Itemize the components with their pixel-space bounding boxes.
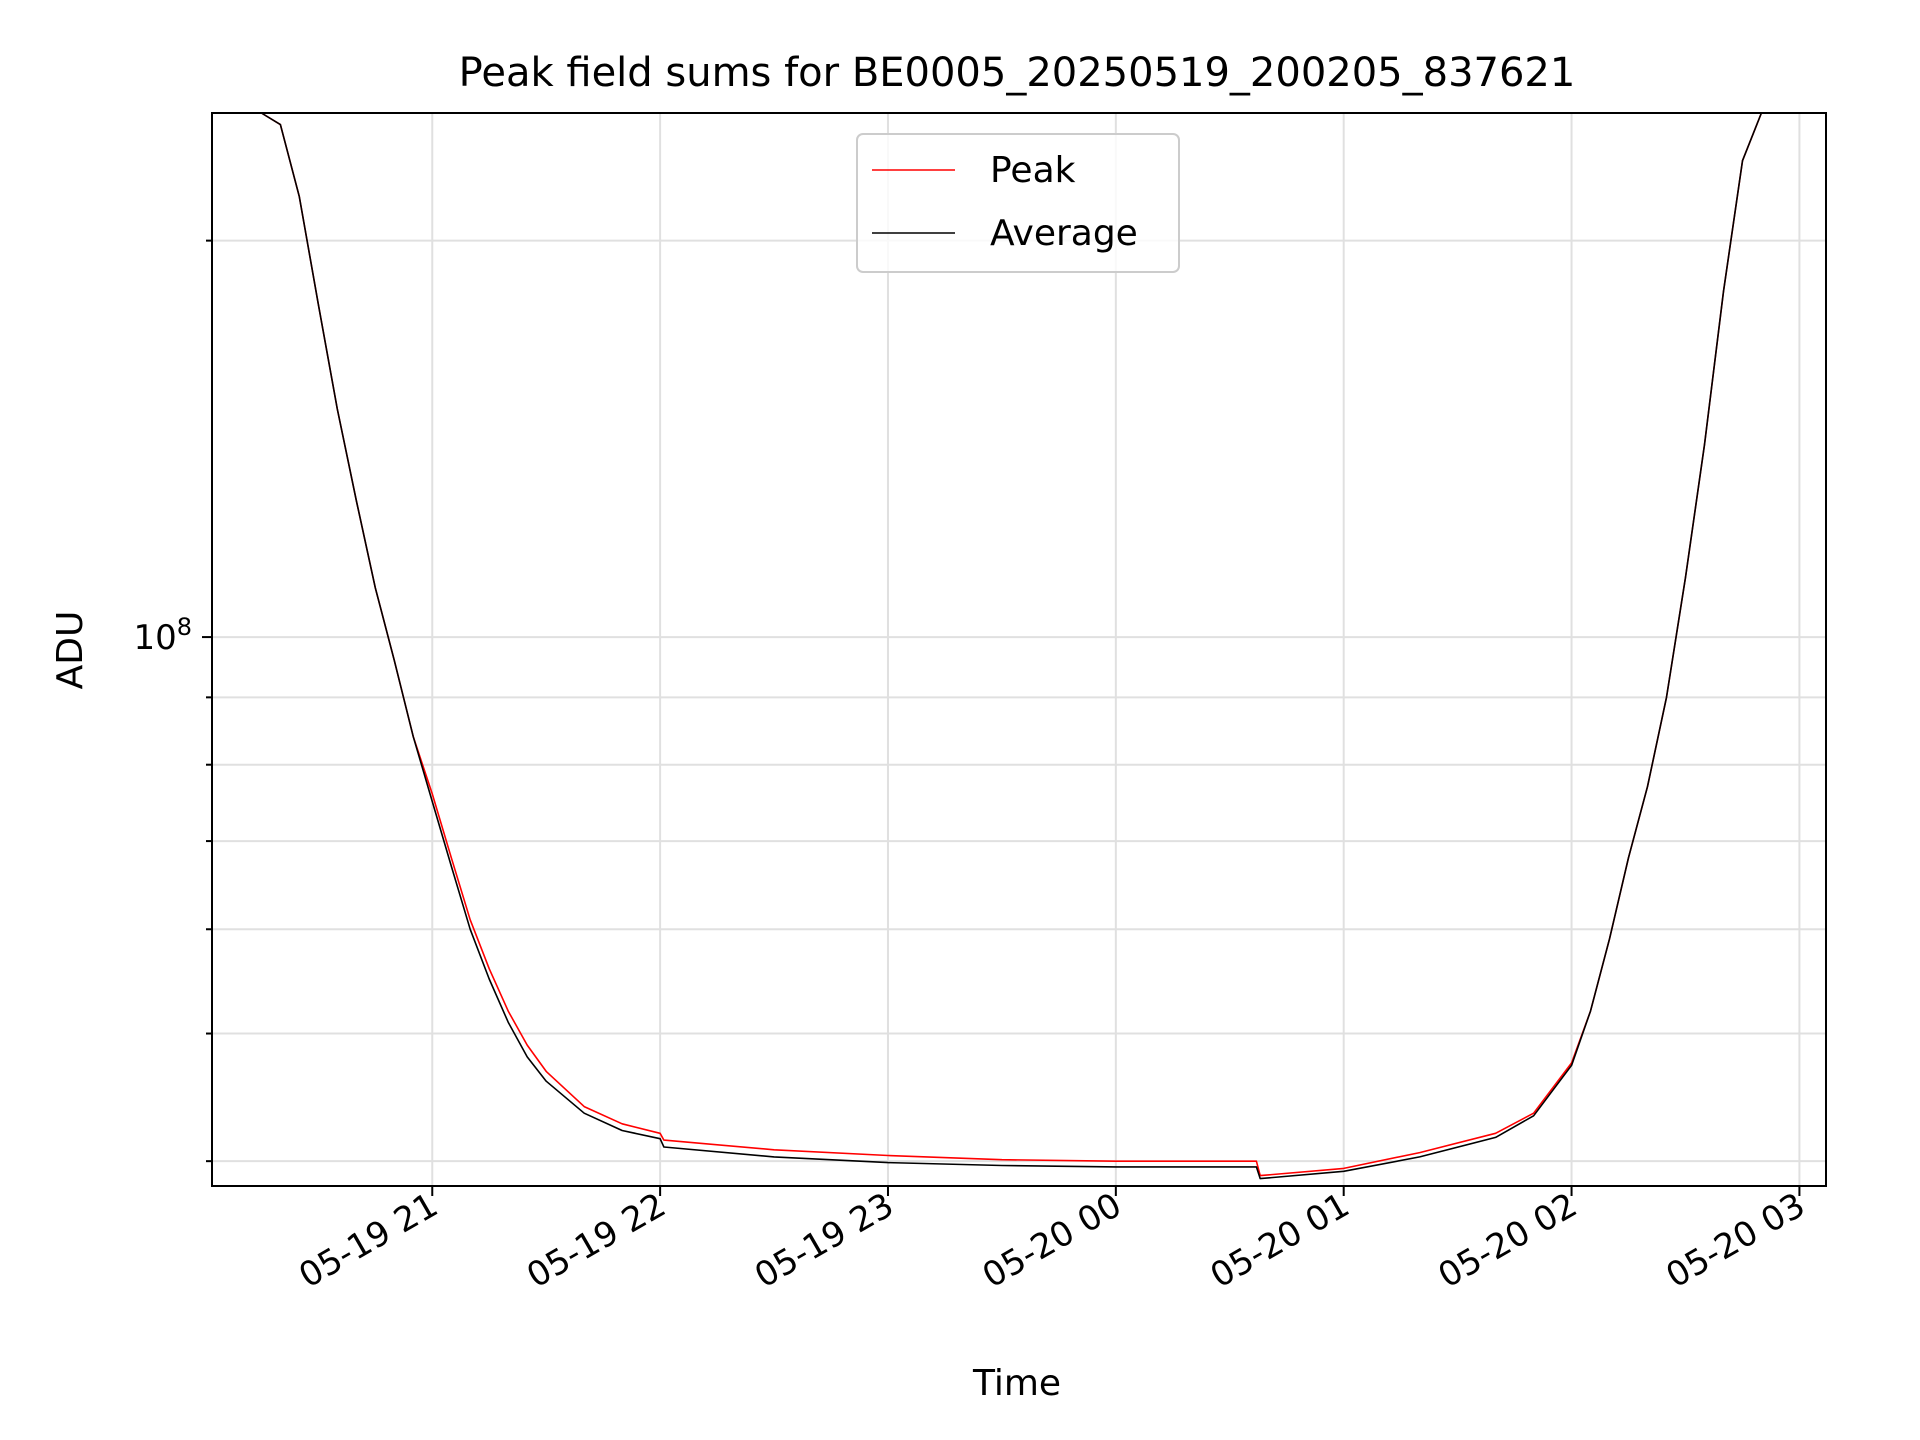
plot-frame (211, 112, 1827, 1187)
legend-label-peak: Peak (990, 150, 1076, 191)
legend-label-average: Average (990, 213, 1138, 254)
legend: Peak Average (856, 133, 1180, 273)
legend-box (856, 133, 1180, 273)
grid (212, 113, 1826, 1186)
y-axis-label: ADU (50, 611, 91, 690)
chart-title: Peak field sums for BE0005_20250519_2002… (459, 50, 1576, 96)
x-axis-label: Time (972, 1363, 1061, 1404)
series-line-average (212, 112, 1826, 1180)
y-axis: 108 (133, 239, 212, 1163)
y-tick-label: 108 (133, 613, 192, 658)
series-lines (212, 112, 1826, 1180)
